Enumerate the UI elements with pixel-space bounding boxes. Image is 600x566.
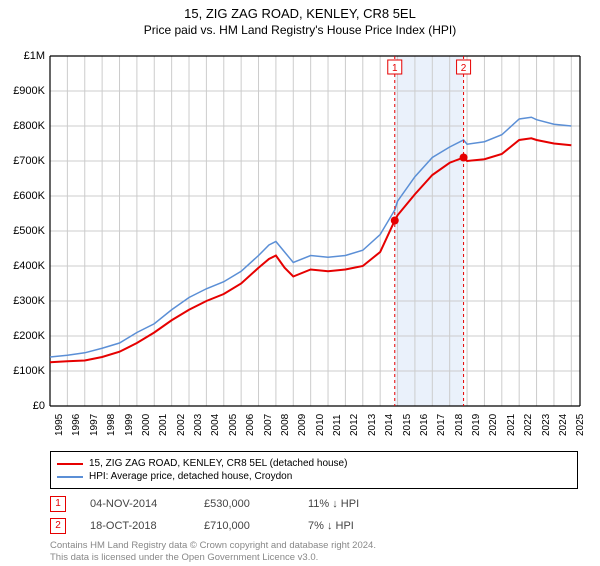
y-axis-label: £0 [0,400,45,412]
y-axis-label: £700K [0,155,45,167]
transaction-row: 2 18-OCT-2018 £710,000 7% ↓ HPI [50,518,354,534]
y-axis-label: £500K [0,225,45,237]
legend-label-2: HPI: Average price, detached house, Croy… [89,471,292,482]
y-axis-label: £200K [0,330,45,342]
x-axis-label: 2021 [506,414,517,436]
x-axis-label: 2011 [332,414,343,436]
x-axis-label: 2017 [436,414,447,436]
y-axis-label: £1M [0,50,45,62]
x-axis-label: 1997 [89,414,100,436]
y-axis-label: £800K [0,120,45,132]
chart-title: 15, ZIG ZAG ROAD, KENLEY, CR8 5EL [0,6,600,21]
chart-subtitle: Price paid vs. HM Land Registry's House … [0,23,600,37]
svg-text:2: 2 [461,63,467,74]
x-axis-label: 2020 [488,414,499,436]
x-axis-label: 1995 [54,414,65,436]
transaction-marker-icon: 2 [50,518,66,534]
y-axis-label: £400K [0,260,45,272]
x-axis-label: 2002 [176,414,187,436]
x-axis-label: 2006 [245,414,256,436]
x-axis-label: 2023 [541,414,552,436]
x-axis-label: 2013 [367,414,378,436]
svg-text:1: 1 [392,63,398,74]
transaction-delta: 7% ↓ HPI [308,520,354,532]
transaction-price: £530,000 [204,498,284,510]
x-axis-label: 2019 [471,414,482,436]
x-axis-label: 2003 [193,414,204,436]
x-axis-label: 2014 [384,414,395,436]
transaction-row: 1 04-NOV-2014 £530,000 11% ↓ HPI [50,496,359,512]
transaction-price: £710,000 [204,520,284,532]
x-axis-label: 2016 [419,414,430,436]
y-axis-label: £900K [0,85,45,97]
x-axis-label: 2005 [228,414,239,436]
x-axis-label: 2024 [558,414,569,436]
x-axis-label: 1996 [71,414,82,436]
x-axis-label: 2025 [575,414,586,436]
y-axis-label: £100K [0,365,45,377]
transaction-date: 04-NOV-2014 [90,498,180,510]
legend: 15, ZIG ZAG ROAD, KENLEY, CR8 5EL (detac… [50,451,578,489]
x-axis-label: 2012 [349,414,360,436]
x-axis-label: 1998 [106,414,117,436]
transaction-delta: 11% ↓ HPI [308,498,359,510]
x-axis-label: 2000 [141,414,152,436]
legend-swatch-1 [57,463,83,465]
transaction-date: 18-OCT-2018 [90,520,180,532]
legend-label-1: 15, ZIG ZAG ROAD, KENLEY, CR8 5EL (detac… [89,458,347,469]
transaction-marker-icon: 1 [50,496,66,512]
x-axis-label: 2015 [402,414,413,436]
x-axis-label: 2007 [263,414,274,436]
x-axis-label: 2018 [454,414,465,436]
y-axis-label: £300K [0,295,45,307]
x-axis-label: 2009 [297,414,308,436]
chart-plot: 12 £0£100K£200K£300K£400K£500K£600K£700K… [50,56,580,406]
footer-attribution: Contains HM Land Registry data © Crown c… [50,540,376,564]
x-axis-label: 2022 [523,414,534,436]
legend-swatch-2 [57,476,83,478]
x-axis-label: 2010 [315,414,326,436]
x-axis-label: 2001 [158,414,169,436]
y-axis-label: £600K [0,190,45,202]
x-axis-label: 2008 [280,414,291,436]
x-axis-label: 1999 [124,414,135,436]
x-axis-label: 2004 [210,414,221,436]
